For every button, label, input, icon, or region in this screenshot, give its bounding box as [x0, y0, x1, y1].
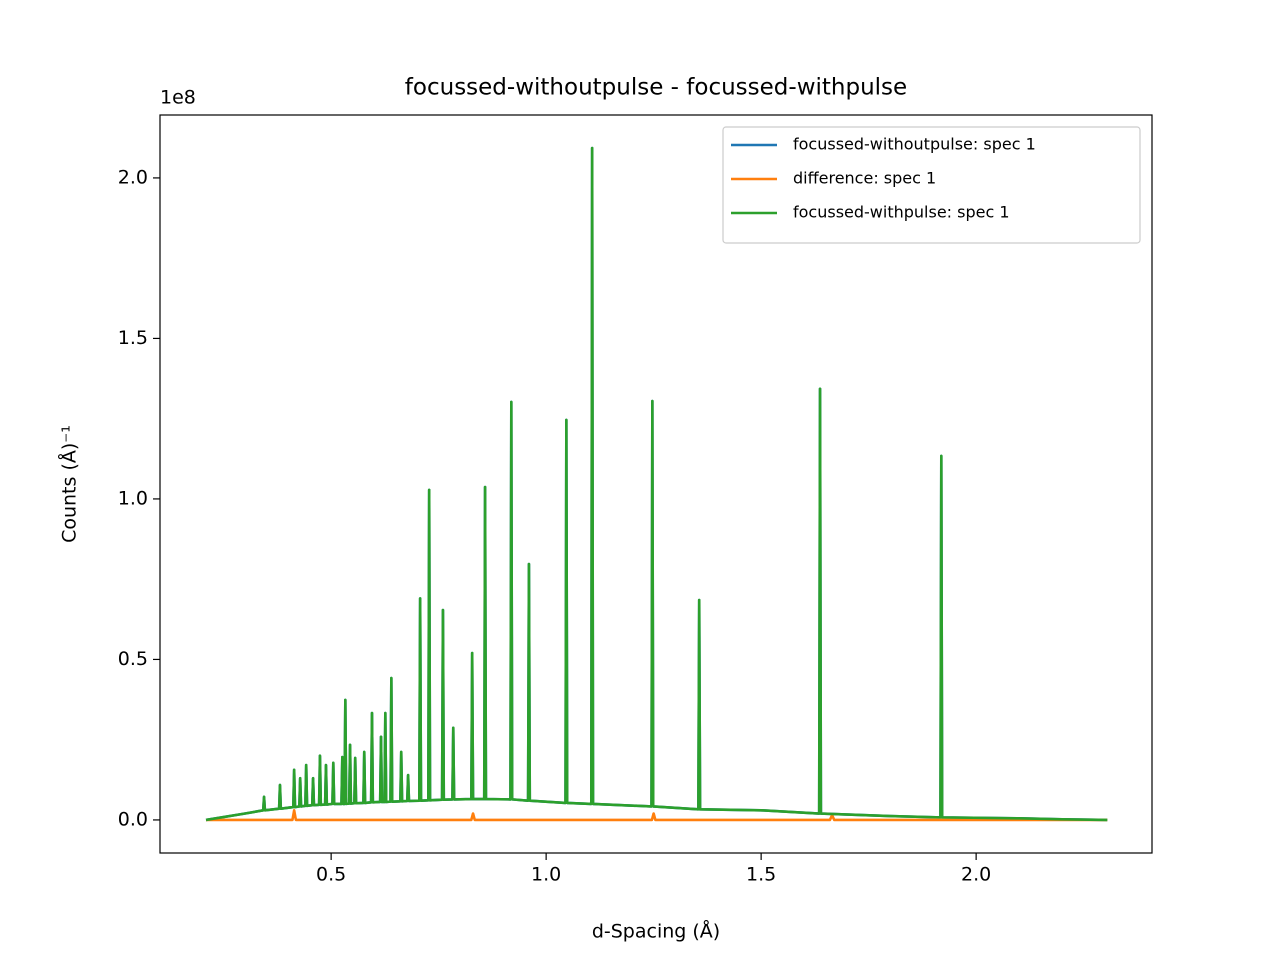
x-tick-label: 0.5	[316, 864, 346, 886]
x-axis-label: d-Spacing (Å)	[592, 920, 720, 943]
chart-title: focussed-withoutpulse - focussed-withpul…	[405, 75, 907, 101]
y-axis-label: Counts (Å)⁻¹	[58, 425, 81, 543]
y-tick-label: 1.5	[118, 327, 148, 349]
series-line	[206, 809, 1108, 822]
legend-box	[722, 126, 1141, 244]
y-offset-label: 1e8	[160, 87, 196, 109]
legend-label: difference: spec 1	[793, 169, 936, 188]
x-tick-label: 2.0	[961, 864, 991, 886]
x-tick-label: 1.0	[531, 864, 561, 886]
x-tick-label: 1.5	[746, 864, 776, 886]
y-tick-label: 1.0	[118, 487, 148, 509]
series-line	[205, 146, 1108, 822]
plot-frame	[159, 114, 1153, 854]
legend-label: focussed-withpulse: spec 1	[793, 203, 1010, 222]
legend-label: focussed-withoutpulse: spec 1	[793, 135, 1036, 154]
y-tick-label: 0.0	[118, 808, 148, 830]
y-tick-label: 0.5	[118, 648, 148, 670]
plot-lines	[205, 146, 1108, 822]
y-tick-label: 2.0	[118, 166, 148, 188]
